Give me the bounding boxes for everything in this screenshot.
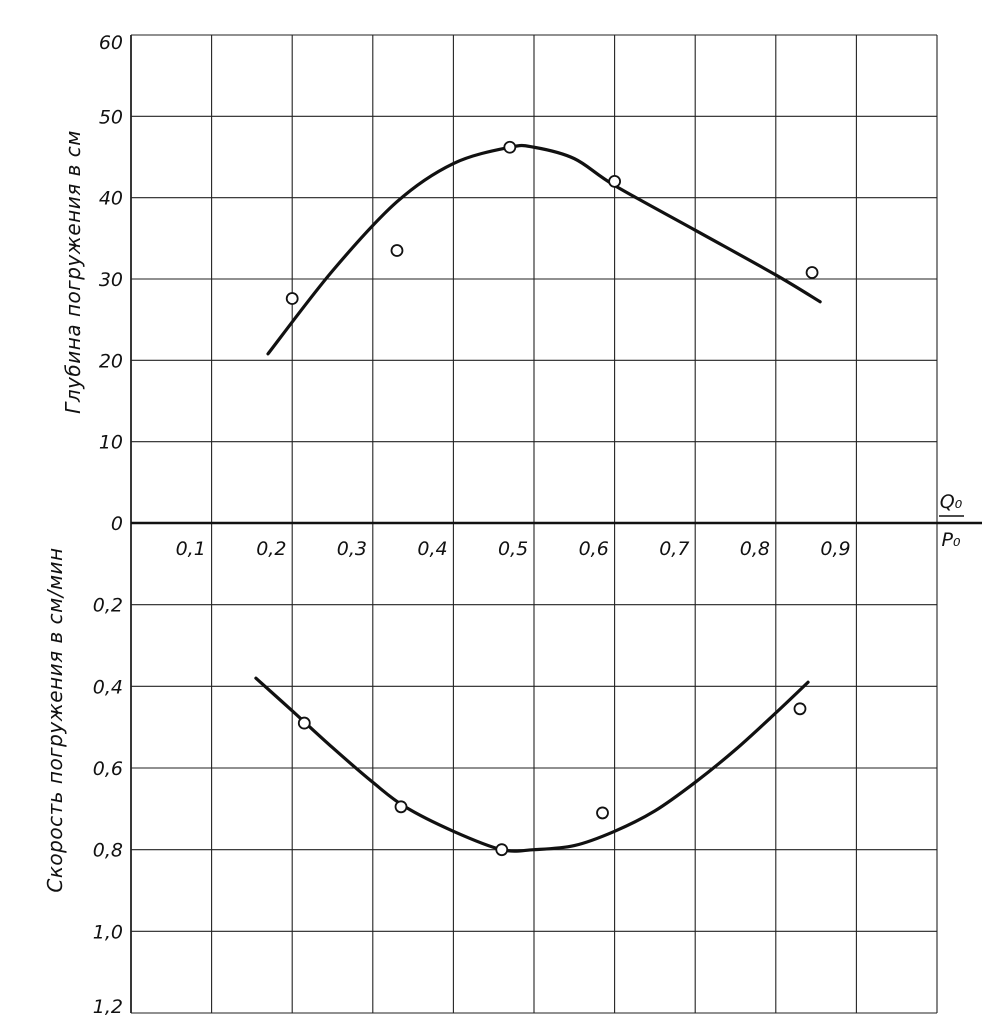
bottom-fitted-curve	[254, 676, 810, 853]
y-tick-label: 0,6	[93, 758, 123, 780]
top-data-point	[503, 140, 517, 154]
curves	[254, 143, 822, 853]
top-y-axis-title: Глубина погружения в см	[61, 130, 85, 414]
bottom-data-point	[297, 716, 311, 730]
top-data-point	[608, 174, 621, 188]
y-tick-label: 0	[111, 513, 123, 535]
bottom-data-point	[596, 806, 609, 820]
top-data-point	[805, 266, 819, 279]
x-tick-label: 0,7	[659, 538, 689, 560]
x-axis-label-numerator: Q₀	[940, 491, 963, 513]
y-tick-label: 10	[99, 432, 123, 454]
x-tick-label: 0,5	[498, 538, 528, 560]
y-tick-label: 0,2	[93, 595, 123, 617]
x-axis-label-denominator: P₀	[941, 529, 960, 551]
x-tick-label: 0,6	[579, 538, 609, 560]
top-fitted-curve	[266, 143, 822, 356]
x-tick-label: 0,8	[740, 538, 770, 560]
y-tick-label: 50	[99, 106, 123, 128]
y-tick-label: 1,2	[93, 996, 123, 1018]
y-tick-label: 0,8	[93, 840, 123, 862]
bottom-data-point	[394, 800, 408, 814]
bottom-y-axis-title: Скорость погружения в см/мин	[43, 547, 67, 892]
top-data-point	[285, 292, 299, 305]
y-tick-label: 30	[99, 269, 123, 291]
grid	[130, 34, 982, 1014]
x-tick-label: 0,4	[417, 538, 447, 560]
x-tick-label: 0,2	[256, 538, 286, 560]
x-tick-label: 0,3	[337, 538, 367, 560]
bottom-data-point	[793, 702, 807, 716]
tick-labels: 0,1 0,2 0,3 0,4 0,5 0,6 0,7 0,8 0,9 0 10 20 30 40 50 60…	[93, 32, 851, 1018]
x-tick-label: 0,1	[176, 538, 206, 560]
y-tick-label: 40	[99, 188, 123, 210]
x-tick-label: 0,9	[820, 538, 850, 560]
y-tick-label: 0,4	[93, 676, 123, 698]
bottom-data-point	[495, 843, 509, 857]
data-points	[285, 140, 819, 857]
y-tick-label: 60	[99, 32, 123, 54]
y-tick-label: 20	[99, 350, 123, 372]
y-tick-label: 1,0	[93, 921, 123, 943]
top-data-point	[390, 244, 404, 257]
